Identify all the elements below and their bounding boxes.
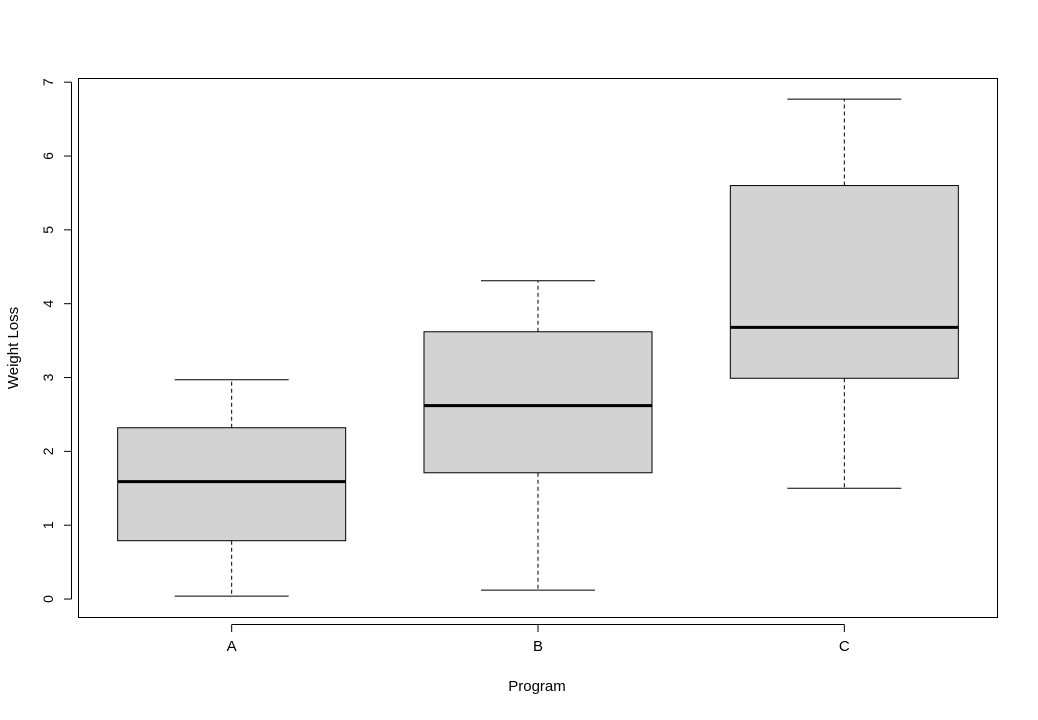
x-axis-label: Program (508, 678, 566, 695)
y-axis-label: Weight Loss (5, 307, 22, 389)
boxes (117, 98, 959, 597)
y-tick-label: 0 (40, 595, 56, 603)
x-tick-label: C (839, 638, 850, 655)
y-tick-label: 4 (40, 300, 56, 308)
box-C (729, 98, 959, 489)
x-tick-label: A (227, 638, 237, 655)
y-tick-label: 1 (40, 521, 56, 529)
y-tick-label: 7 (40, 78, 56, 86)
box-B (423, 280, 653, 591)
y-axis: 0 1 2 3 4 5 6 7 (40, 78, 72, 603)
y-tick-label: 2 (40, 447, 56, 455)
plot-frame (78, 78, 998, 618)
iqr-box (729, 185, 959, 379)
y-tick-label: 3 (40, 373, 56, 381)
x-tick-label: B (533, 638, 543, 655)
box-A (117, 379, 347, 597)
iqr-box (423, 331, 653, 474)
x-axis: A B C (227, 624, 850, 655)
y-tick-label: 6 (40, 152, 56, 160)
iqr-box (117, 427, 347, 542)
y-tick-label: 5 (40, 226, 56, 234)
